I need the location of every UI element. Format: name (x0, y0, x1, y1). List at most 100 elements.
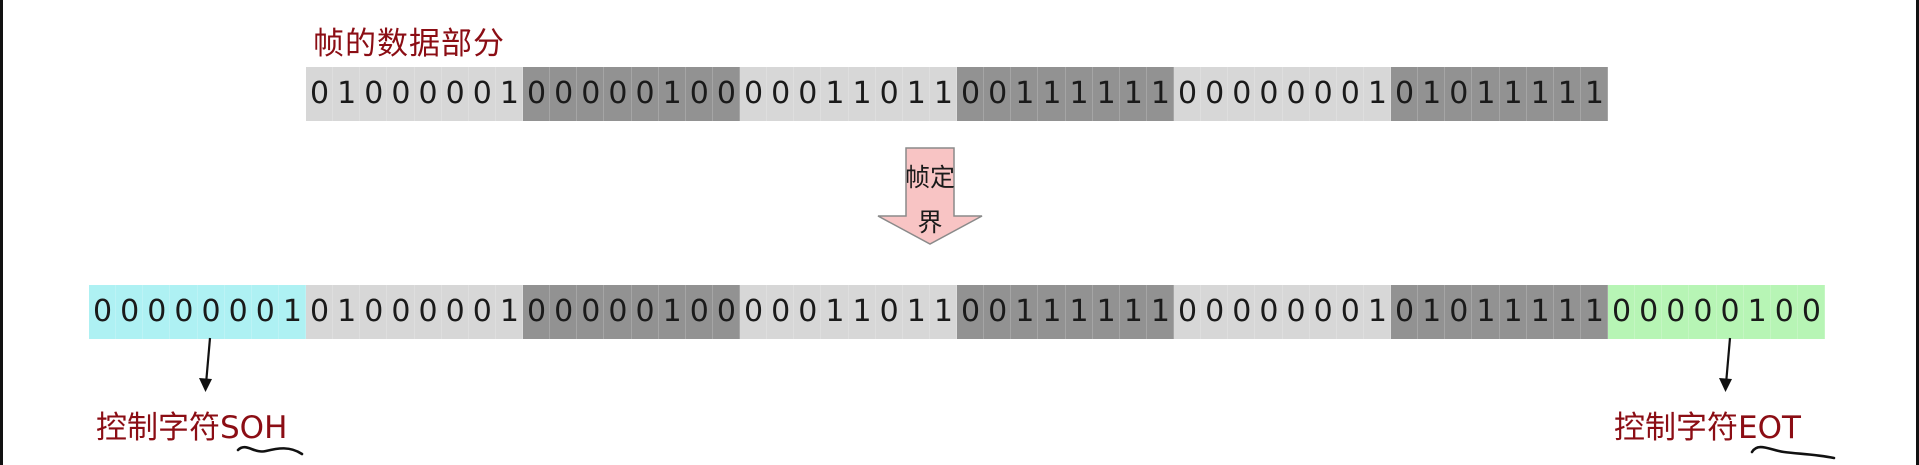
bit: 0 (604, 285, 631, 339)
bit: 1 (1147, 67, 1174, 121)
bit: 0 (415, 285, 442, 339)
bit: 0 (550, 285, 577, 339)
bit: 0 (1337, 67, 1364, 121)
eot-control-char-label: 控制字符EOT (1614, 410, 1801, 446)
bit: 0 (143, 285, 170, 339)
bit: 0 (550, 67, 577, 121)
bit: 0 (713, 285, 740, 339)
bit: 1 (1364, 67, 1391, 121)
bit: 0 (713, 67, 740, 121)
bit: 0 (632, 67, 659, 121)
bit: 0 (1689, 285, 1716, 339)
bit: 1 (496, 67, 523, 121)
bit: 0 (984, 67, 1011, 121)
bit: 0 (686, 67, 713, 121)
bit: 1 (496, 285, 523, 339)
bit: 1 (1500, 285, 1527, 339)
bit: 0 (252, 285, 279, 339)
bit: 1 (903, 285, 930, 339)
bit: 0 (306, 67, 333, 121)
bit: 1 (1472, 67, 1499, 121)
bit: 0 (469, 285, 496, 339)
bit: 1 (1418, 67, 1445, 121)
bit: 0 (360, 67, 387, 121)
bit: 1 (659, 285, 686, 339)
bit: 0 (1228, 285, 1255, 339)
bit: 0 (1174, 67, 1201, 121)
bit: 0 (442, 67, 469, 121)
bit: 0 (523, 67, 550, 121)
soh-pointer-arrow-icon (199, 337, 212, 392)
bit: 0 (415, 67, 442, 121)
bit: 1 (1527, 67, 1554, 121)
bit: 1 (903, 67, 930, 121)
down-arrow-icon (877, 147, 983, 245)
arrow-label-line2: 界 (917, 208, 943, 237)
bit: 0 (306, 285, 333, 339)
bit: 1 (1581, 285, 1608, 339)
bit: 1 (1011, 67, 1038, 121)
bit: 0 (632, 285, 659, 339)
bit: 1 (1472, 285, 1499, 339)
bit: 1 (1554, 285, 1581, 339)
eot-pointer-arrow-icon (1719, 337, 1732, 392)
bit: 1 (1093, 67, 1120, 121)
bit: 1 (849, 285, 876, 339)
bit: 0 (225, 285, 252, 339)
bit: 0 (984, 285, 1011, 339)
bit: 0 (1391, 67, 1418, 121)
bit: 0 (876, 67, 903, 121)
right-border (1916, 0, 1919, 465)
bit: 1 (1093, 285, 1120, 339)
bit: 1 (333, 285, 360, 339)
bit: 0 (360, 285, 387, 339)
bit: 0 (1283, 285, 1310, 339)
bit: 0 (767, 285, 794, 339)
bit: 1 (1038, 67, 1065, 121)
bit: 0 (957, 285, 984, 339)
bit: 0 (469, 67, 496, 121)
bit: 0 (116, 285, 143, 339)
bit: 0 (1771, 285, 1798, 339)
bit: 1 (1066, 67, 1093, 121)
bit: 0 (1310, 67, 1337, 121)
soh-control-char-label: 控制字符SOH (96, 410, 288, 446)
eot-underline-scribble (1750, 445, 1836, 460)
bit: 0 (198, 285, 225, 339)
bit: 0 (1283, 67, 1310, 121)
bit: 1 (849, 67, 876, 121)
bit: 0 (1608, 285, 1635, 339)
bit: 1 (1066, 285, 1093, 339)
bit: 1 (1581, 67, 1608, 121)
bit: 0 (1445, 67, 1472, 121)
bit: 1 (333, 67, 360, 121)
left-border (0, 0, 3, 465)
bit: 1 (1744, 285, 1771, 339)
bit: 0 (1445, 285, 1472, 339)
bit: 1 (1120, 285, 1147, 339)
frame-data-title: 帧的数据部分 (313, 26, 505, 62)
bit: 0 (387, 67, 414, 121)
bit: 0 (1635, 285, 1662, 339)
bit: 1 (1554, 67, 1581, 121)
bit: 0 (442, 285, 469, 339)
bit: 1 (1038, 285, 1065, 339)
bit: 0 (1391, 285, 1418, 339)
bit: 1 (1147, 285, 1174, 339)
bit: 0 (740, 285, 767, 339)
bit: 1 (659, 67, 686, 121)
bit: 0 (604, 67, 631, 121)
bit: 0 (170, 285, 197, 339)
bit: 0 (740, 67, 767, 121)
bit: 0 (1174, 285, 1201, 339)
